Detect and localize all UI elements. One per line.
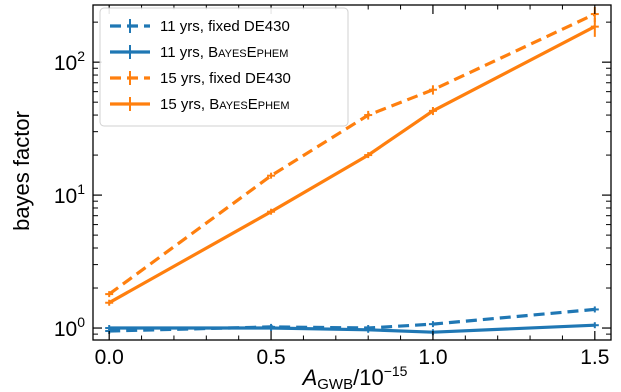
legend-label-0: 11 yrs, fixed DE430	[160, 18, 290, 35]
x-tick-label-2: 1.0	[418, 346, 447, 369]
plot-frame	[92, 4, 612, 341]
y-tick-label-1: 101	[54, 181, 85, 208]
y-tick-label-2: 102	[54, 48, 85, 75]
x-tick-label-1: 0.5	[256, 346, 285, 369]
axes-layer: 0.0 0.5 1.0 1.5 100 101 102	[54, 4, 612, 369]
legend-label-2: 15 yrs, fixed DE430	[160, 70, 291, 87]
legend-label-3: 15 yrs, BayesEphem	[160, 96, 290, 113]
y-tick-label-0: 100	[54, 314, 85, 341]
x-axis-label: AGWB/10−15	[301, 363, 408, 392]
x-axis-label-sub: GWB	[317, 376, 353, 392]
legend-box	[99, 7, 349, 127]
x-axis-label-rest: /10	[353, 365, 384, 390]
series-layer	[105, 6, 599, 336]
x-tick-label-3: 1.5	[580, 346, 609, 369]
x-axis-label-exp: −15	[384, 363, 408, 379]
legend-label-1: 11 yrs, BayesEphem	[160, 44, 288, 61]
x-tick-label-0: 0.0	[95, 346, 124, 369]
legend: 11 yrs, fixed DE430 11 yrs, BayesEphem 15 …	[99, 7, 349, 127]
y-axis-label: bayes factor	[9, 111, 34, 231]
x-axis-label-var: A	[301, 365, 318, 390]
